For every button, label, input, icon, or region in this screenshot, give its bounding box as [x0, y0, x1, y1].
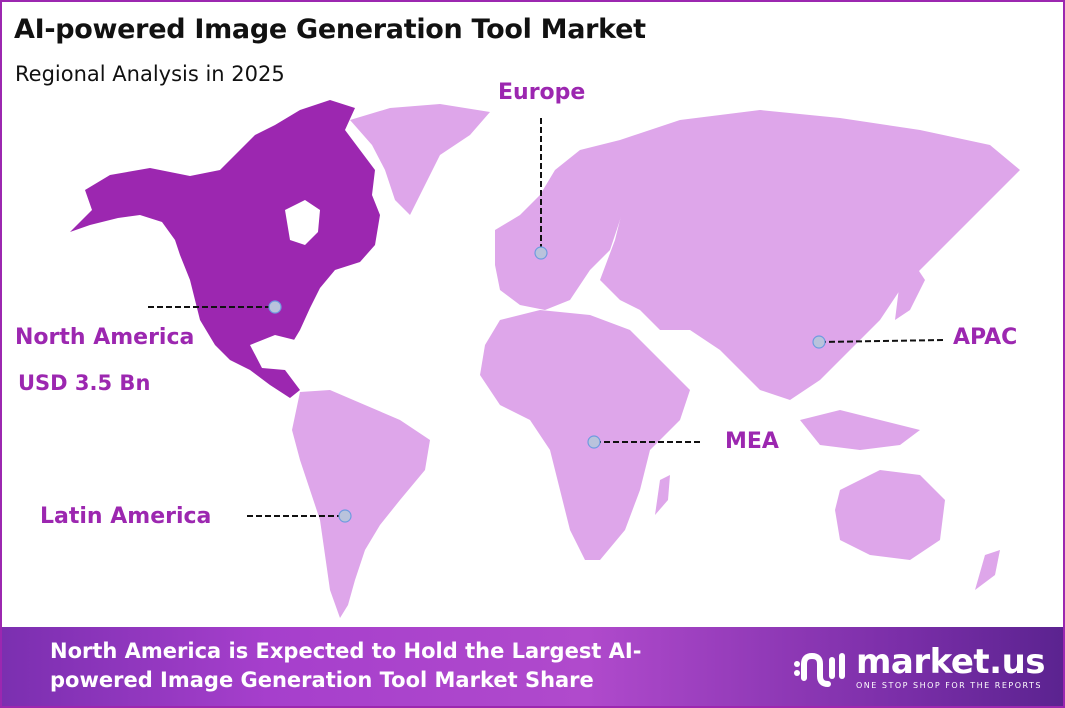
- japan-shape: [895, 265, 925, 320]
- market-us-logo: market.us ONE STOP SHOP FOR THE REPORTS: [792, 642, 1046, 690]
- logo-tagline: ONE STOP SHOP FOR THE REPORTS: [856, 681, 1042, 690]
- apac-leader: [819, 339, 946, 343]
- logo-name: market.us: [856, 642, 1046, 682]
- region-label-apac: APAC: [953, 325, 1018, 350]
- europe-shape: [495, 140, 640, 310]
- new-zealand-shape: [975, 550, 1000, 590]
- southeast-asia-shape: [800, 410, 920, 450]
- page-title: AI-powered Image Generation Tool Market: [14, 14, 646, 45]
- footer-banner: North America is Expected to Hold the La…: [2, 627, 1063, 706]
- mea-marker: [587, 435, 601, 449]
- region-value-north-america: USD 3.5 Bn: [18, 371, 151, 395]
- north-america-marker: [268, 300, 282, 314]
- asia-shape: [600, 110, 1020, 400]
- footer-headline: North America is Expected to Hold the La…: [50, 639, 642, 692]
- region-label-mea: MEA: [725, 429, 779, 454]
- apac-marker: [812, 335, 826, 349]
- region-label-north-america: North America: [15, 325, 195, 350]
- australia-shape: [835, 470, 945, 560]
- latin-america-marker: [338, 509, 352, 523]
- page-subtitle: Regional Analysis in 2025: [15, 62, 285, 86]
- north-america-shape: [70, 100, 380, 398]
- market-us-logo-icon: [794, 652, 845, 687]
- hudson-bay-shape: [285, 200, 320, 245]
- greenland-shape: [350, 104, 490, 215]
- gulf-of-mexico-shape: [250, 335, 300, 370]
- africa-shape: [480, 310, 690, 560]
- madagascar-shape: [655, 475, 670, 515]
- region-label-europe: Europe: [498, 80, 586, 105]
- europe-marker: [534, 246, 548, 260]
- south-america-shape: [292, 390, 430, 618]
- region-label-latin-america: Latin America: [40, 504, 212, 529]
